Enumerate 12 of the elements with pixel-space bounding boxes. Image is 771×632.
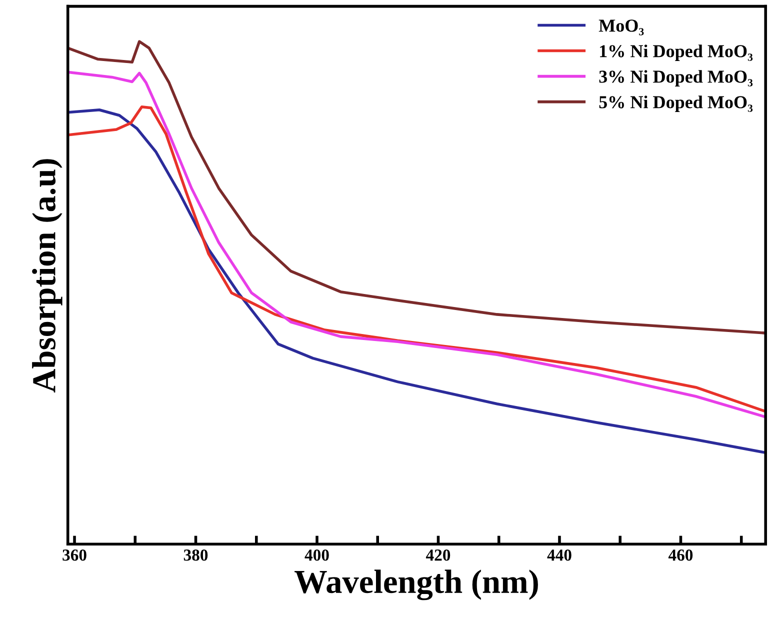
x-tick-label: 420 — [426, 549, 450, 561]
x-tick-label: 400 — [304, 549, 329, 561]
legend-label: MoO₃ — [598, 20, 644, 36]
legend-label: 5% Ni Doped MoO₃ — [599, 96, 753, 112]
x-tick-label: 440 — [547, 549, 572, 561]
x-axis-title: Wavelength (nm) — [294, 570, 538, 600]
legend-label: 1% Ni Doped MoO₃ — [600, 44, 753, 61]
x-tick-label: 460 — [668, 549, 693, 561]
x-tick-label: 380 — [184, 549, 208, 561]
y-axis-title: Absorption (a.u) — [32, 159, 62, 393]
x-tick-label: 360 — [62, 549, 86, 561]
legend-label: 3% Ni Doped MoO₃ — [599, 70, 753, 86]
